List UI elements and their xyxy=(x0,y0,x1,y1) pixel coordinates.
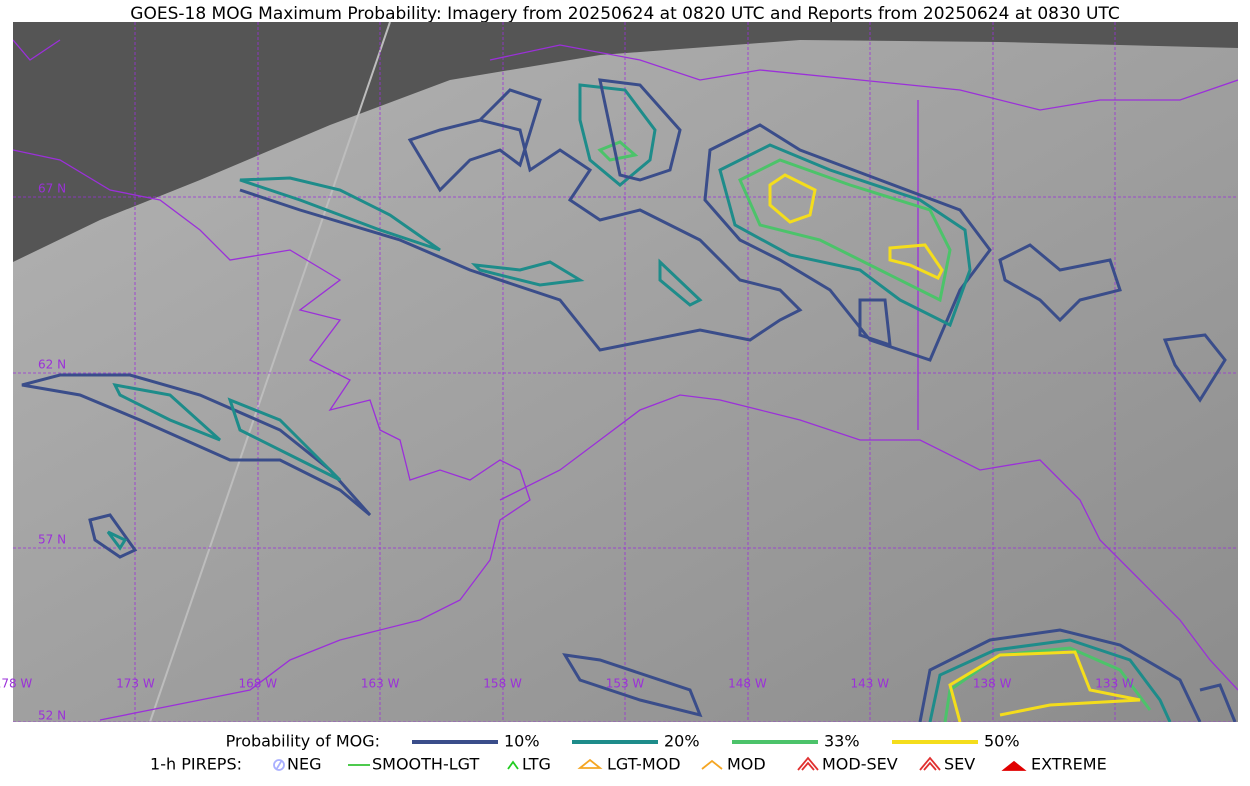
pirep-symbol xyxy=(273,759,285,771)
pirep-symbol xyxy=(507,760,519,770)
legend-entry: 20% xyxy=(664,732,700,751)
longitude-label: 133 W xyxy=(1095,677,1134,691)
legend-entry: MOD-SEV xyxy=(822,755,898,774)
longitude-label: 158 W xyxy=(483,677,522,691)
longitude-label: 148 W xyxy=(728,677,767,691)
contours xyxy=(21,78,1237,722)
longitude-label: 173 W xyxy=(116,677,155,691)
latitude-label: 57 N xyxy=(38,533,66,547)
legend-entry: SMOOTH-LGT xyxy=(372,755,479,774)
coastlines xyxy=(13,39,1238,721)
pirep-symbol xyxy=(577,758,603,769)
legend-entry: EXTREME xyxy=(1031,755,1107,774)
longitude-label: 138 W xyxy=(973,677,1012,691)
pirep-symbol xyxy=(1001,760,1027,771)
longitude-label: 163 W xyxy=(361,677,400,691)
latitude-labels: 67 N 62 N 57 N 52 N xyxy=(38,182,66,723)
latitude-label: 52 N xyxy=(38,709,66,723)
legend-entry: MOD xyxy=(727,755,766,774)
graticule xyxy=(13,22,1238,722)
map-title: GOES-18 MOG Maximum Probability: Imagery… xyxy=(130,4,1119,24)
legend-entry: 33% xyxy=(824,732,860,751)
no-data-region xyxy=(13,22,1238,262)
probability-legend: 10% 20% 33% 50% xyxy=(412,732,1020,751)
latitude-label: 67 N xyxy=(38,182,66,196)
longitude-label: 168 W xyxy=(239,677,278,691)
legend-entry: LTG xyxy=(522,755,551,774)
longitude-label: 143 W xyxy=(851,677,890,691)
pireps-legend-label: 1-h PIREPS: xyxy=(150,755,242,774)
map xyxy=(13,22,1238,722)
longitude-label: 153 W xyxy=(606,677,645,691)
legend-entry: NEG xyxy=(287,755,321,774)
latitude-label: 62 N xyxy=(38,358,66,372)
pirep-symbol xyxy=(919,756,941,771)
legend-entry: SEV xyxy=(944,755,975,774)
pireps-legend: NEG SMOOTH-LGT LTG LGT-MOD MOD MOD-SEV SEV EXTR… xyxy=(273,755,1107,774)
scan-line xyxy=(149,22,391,722)
legend-entry: LGT-MOD xyxy=(607,755,681,774)
longitude-labels: 178 W 173 W 168 W 163 W 158 W 153 W 148 W 143 W… xyxy=(0,677,1134,691)
longitude-label: 178 W xyxy=(0,677,32,691)
probability-legend-label: Probability of MOG: xyxy=(226,732,380,751)
legend-entry: 10% xyxy=(504,732,540,751)
pirep-symbol xyxy=(797,756,819,771)
pirep-symbol xyxy=(701,759,723,770)
legend-entry: 50% xyxy=(984,732,1020,751)
